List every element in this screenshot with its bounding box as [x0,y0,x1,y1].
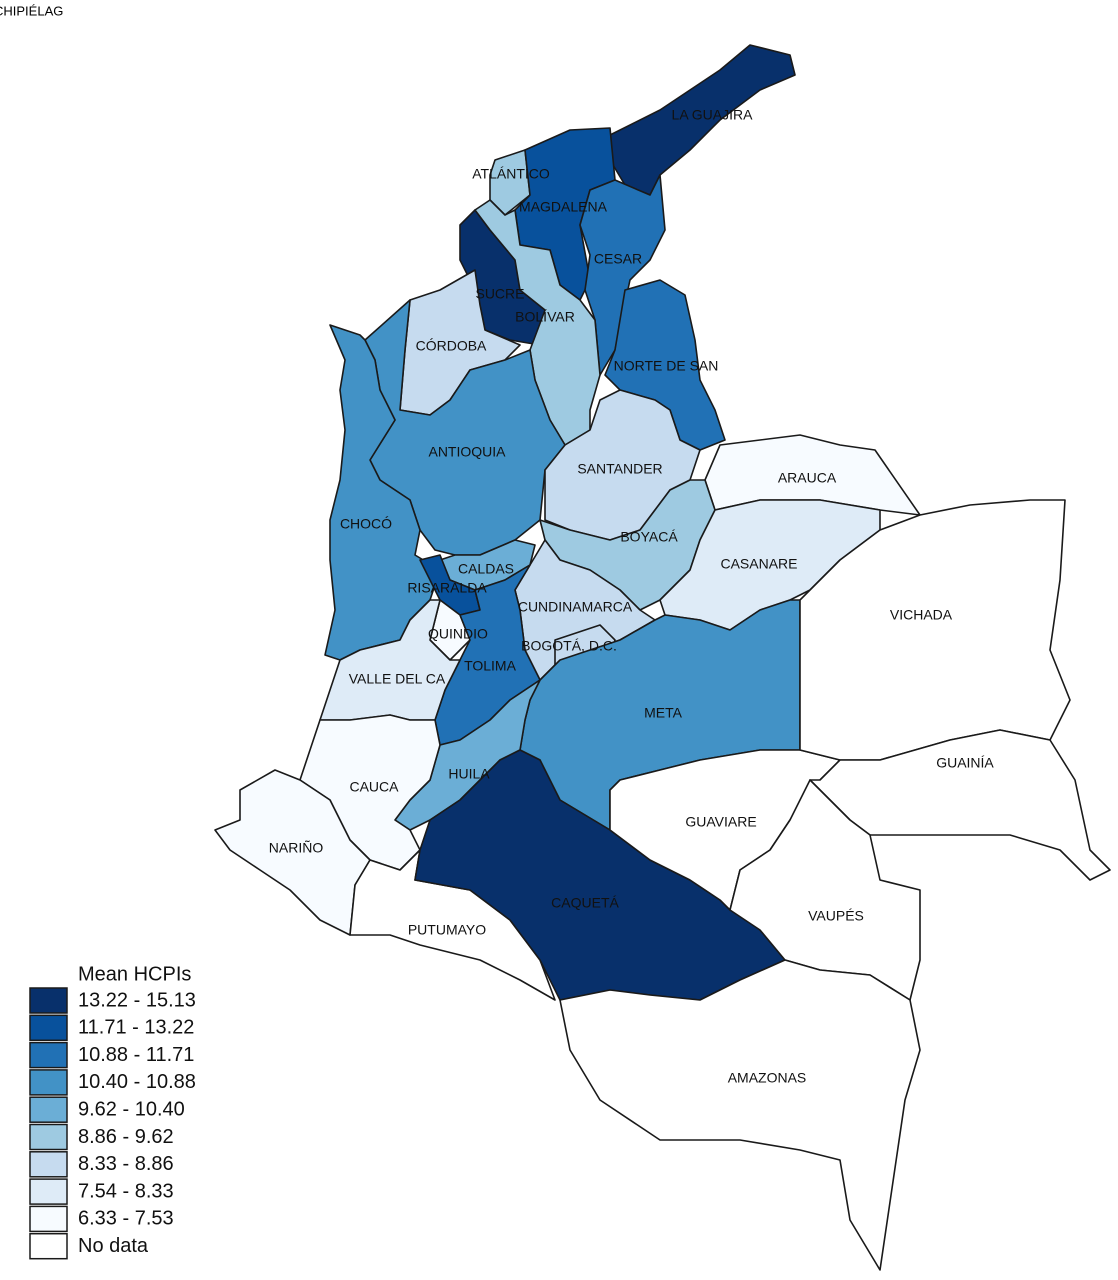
department-label: ATLÁNTICO [472,166,550,182]
department-label: CASANARE [720,556,797,572]
department-label: CAQUETÁ [551,895,619,911]
legend-label: 9.62 - 10.40 [78,1098,185,1120]
legend-label: 8.33 - 8.86 [78,1153,174,1175]
department-label: VICHADA [890,607,953,623]
department-label: BOYACÁ [620,529,678,545]
legend-swatch [29,1041,68,1069]
legend-swatch [29,1096,68,1123]
department-label: CÓRDOBA [416,338,487,354]
legend-swatch [29,1123,68,1151]
department-label: CAUCA [349,779,399,795]
department-label: ARAUCA [778,470,837,486]
legend-label: 7.54 - 8.33 [78,1180,174,1202]
legend-swatch [29,1232,68,1260]
department-label: LA GUAJIRA [672,107,754,123]
department-label: TOLIMA [464,658,517,674]
department-label: AMAZONAS [728,1070,807,1086]
departments [214,44,1111,1271]
legend-label: No data [78,1235,149,1257]
department-label: BOGOTÁ, D.C. [521,638,617,654]
legend-label: 10.88 - 11.71 [78,1044,194,1066]
department-labels: LA GUAJIRA ATLÁNTICO MAGDALENA CESAR SUCRE BO… [269,107,995,1086]
department-label: NARIÑO [269,840,324,856]
department-label: VALLE DEL CA [349,671,446,687]
department [579,174,666,376]
department-label: RISARALDA [407,580,487,596]
department-label: META [644,705,683,721]
department-label: GUAINÍA [936,755,994,771]
legend-swatch [29,987,68,1014]
legend-label: 8.86 - 9.62 [78,1126,174,1148]
legend-label: 11.71 - 13.22 [78,1017,194,1039]
legend-swatch [29,1151,68,1178]
department-label: CHOCÓ [340,516,392,532]
department-label: SANTANDER [577,461,662,477]
department-label: VAUPÉS [808,908,864,924]
department-label: SUCRE [475,286,524,302]
legend-title: Mean HCPIs [78,963,191,985]
corner-label: CHIPIÉLAG [0,3,63,18]
department-label: GUAVIARE [685,814,756,830]
department [559,959,921,1271]
legend-label: 13.22 - 15.13 [78,989,196,1011]
department-label: PUTUMAYO [408,922,486,938]
department-label: CUNDINAMARCA [518,599,633,615]
department-label: CALDAS [458,561,514,577]
legend: Mean HCPIs 13.22 - 15.13 11.71 - 13.22 10.… [29,963,196,1260]
department-label: MAGDALENA [519,199,608,215]
legend-label: 6.33 - 7.53 [78,1208,174,1230]
department-label: NORTE DE SAN [614,358,719,374]
legend-swatch [29,1069,68,1096]
department-label: QUINDIO [428,626,488,642]
legend-swatch [29,1014,68,1042]
department-label: ANTIOQUIA [428,444,506,460]
department-label: BOLÍVAR [515,309,575,325]
department-label: HUILA [448,766,490,782]
legend-swatch [29,1178,68,1205]
legend-swatch [29,1205,68,1233]
department-label: CESAR [594,251,642,267]
legend-label: 10.40 - 10.88 [78,1071,196,1093]
